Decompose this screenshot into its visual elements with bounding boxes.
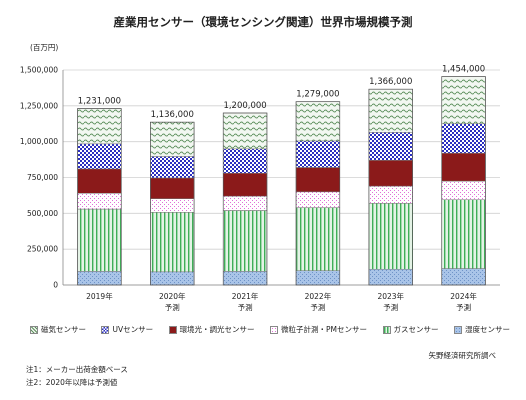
- x-tick-label: 2021年: [232, 291, 259, 301]
- y-tick-label: 0: [53, 281, 58, 290]
- bar-total-label: 1,231,000: [78, 97, 121, 107]
- bar-segment: [295, 167, 341, 193]
- x-tick-sublabel: 予測: [238, 302, 253, 312]
- legend-item: 磁気センサー: [30, 324, 86, 335]
- x-tick-sublabel: 予測: [310, 302, 325, 312]
- bar-segment: [222, 271, 268, 286]
- bar-outline: [77, 108, 122, 286]
- bar-segment: [441, 152, 486, 182]
- bar-segment: [295, 191, 341, 208]
- legend-label: 環境光・調光センサー: [179, 325, 255, 334]
- stacked-bar-chart: 0 250,000 500,000 750,000 1,000,000 1,250,000…: [20, 43, 500, 312]
- x-tick-sublabel: 予測: [165, 302, 180, 312]
- bar-segment: [222, 112, 268, 150]
- bar-segment: [222, 148, 268, 174]
- x-tick-label: 2022年: [305, 291, 332, 301]
- legend-label: 微粒子計測・PMセンサー: [281, 325, 368, 334]
- bar-segment: [368, 132, 413, 161]
- bar-segment: [441, 268, 486, 286]
- x-tick-label: 2023年: [377, 291, 404, 301]
- note-1: 注1：メーカー出荷金額ベース: [26, 365, 128, 374]
- legend-label: 湿度センサー: [464, 325, 510, 334]
- bar-segment: [368, 185, 413, 204]
- legend-swatch: [101, 325, 110, 334]
- y-tick-label: 1,500,000: [20, 66, 58, 75]
- bar-segment: [295, 140, 341, 168]
- bar-segment: [77, 168, 122, 194]
- y-axis: 0 250,000 500,000 750,000 1,000,000 1,250,000…: [20, 66, 58, 290]
- x-tick-label: 2020年: [159, 291, 186, 301]
- bar-segment: [77, 193, 122, 210]
- bar-outline: [150, 121, 195, 286]
- bar-segment: [441, 123, 486, 154]
- legend: 磁気センサー UVセンサー 環境光・調光センサー 微粒子計測・PMセンサー ガスセンサー…: [30, 324, 510, 335]
- bars: 1,231,000 1,136,000 1,200,000 1,279,000 1,36…: [77, 65, 486, 286]
- legend-item: 湿度センサー: [453, 324, 510, 335]
- bar-total-label: 1,136,000: [151, 110, 194, 120]
- bar-segment: [77, 208, 122, 272]
- legend-swatch: [30, 325, 38, 334]
- bar-outline: [295, 101, 341, 286]
- legend-label: UVセンサー: [112, 325, 154, 334]
- bar-total-label: 1,454,000: [442, 65, 485, 75]
- y-axis-unit-label: (百万円): [30, 43, 58, 52]
- bar-segment: [441, 76, 486, 124]
- bar-total-label: 1,279,000: [296, 90, 339, 100]
- y-tick-label: 1,250,000: [20, 101, 58, 110]
- bar-segment: [150, 212, 195, 273]
- x-tick-sublabel: 予測: [383, 302, 398, 312]
- source-text: 矢野経済研究所調べ: [428, 351, 497, 360]
- bar-segment: [222, 195, 268, 211]
- y-tick-label: 500,000: [27, 209, 58, 218]
- y-tick-label: 1,000,000: [20, 137, 58, 146]
- gridlines: [62, 69, 500, 286]
- legend-swatch: [382, 325, 391, 334]
- bar-segment: [441, 180, 486, 200]
- bar-segment: [368, 268, 413, 286]
- bar-segment: [368, 160, 413, 187]
- legend-item: 微粒子計測・PMセンサー: [270, 324, 367, 335]
- y-tick-label: 250,000: [27, 245, 58, 254]
- bar-outline: [222, 112, 268, 286]
- bar-segment: [150, 198, 195, 213]
- legend-swatch: [270, 325, 279, 334]
- legend-label: 磁気センサー: [41, 325, 86, 334]
- legend-swatch: [453, 325, 462, 334]
- x-tick-label: 2024年: [450, 291, 477, 301]
- bar-outline: [368, 88, 413, 286]
- bar-segment: [295, 270, 341, 286]
- bar-segment: [150, 271, 195, 286]
- bar-segment: [150, 121, 195, 157]
- bar-segment: [441, 199, 486, 269]
- x-tick-sublabel: 予測: [456, 302, 471, 312]
- bar-segment: [295, 101, 341, 142]
- bar-outline: [441, 76, 486, 286]
- bar-total-label: 1,200,000: [223, 101, 266, 111]
- legend-label: ガスセンサー: [393, 325, 439, 334]
- bar-segment: [77, 271, 122, 286]
- bar-segment: [368, 203, 413, 270]
- x-tick-label: 2019年: [86, 291, 113, 301]
- bar-segment: [222, 210, 268, 272]
- bar-segment: [368, 88, 413, 133]
- bar-total-label: 1,366,000: [369, 77, 412, 87]
- legend-item: UVセンサー: [101, 324, 153, 335]
- bar-segment: [77, 108, 122, 145]
- legend-swatch: [168, 325, 177, 334]
- legend-item: ガスセンサー: [382, 324, 439, 335]
- bar-segment: [295, 207, 341, 271]
- bar-segment: [150, 156, 195, 179]
- chart-title: 産業用センサー（環境センシング関連）世界市場規模予測: [113, 15, 413, 29]
- bar-segment: [222, 172, 268, 197]
- bar-segment: [77, 143, 122, 170]
- y-tick-label: 750,000: [27, 173, 58, 182]
- legend-item: 環境光・調光センサー: [168, 324, 255, 335]
- bar-segment: [150, 177, 195, 199]
- note-2: 注2：2020年以降は予測値: [26, 378, 118, 387]
